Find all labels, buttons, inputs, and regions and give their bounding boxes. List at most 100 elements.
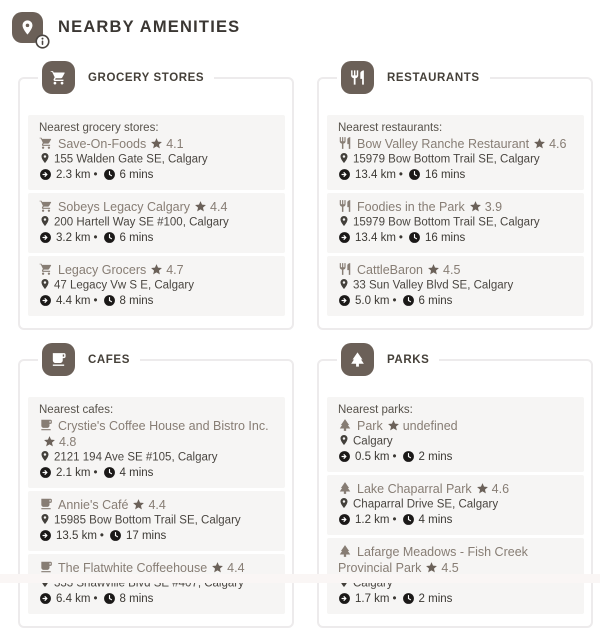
map-pin-icon [12, 11, 43, 43]
distance-arrow-icon [39, 231, 52, 244]
entry-list-intro: Nearest cafes: [39, 404, 114, 416]
list-item: Sobeys Legacy Calgary 4.4 200 Hartell Way… [28, 193, 285, 253]
entry-address: 2121 194 Ave SE #105, Calgary [54, 451, 218, 464]
entry-distance: 2.1 km [56, 467, 91, 479]
page-title: NEARBY AMENITIES [58, 17, 241, 36]
location-pin-icon [39, 450, 51, 462]
entry-name: Crystie's Coffee House and Bistro Inc. [58, 419, 269, 433]
entry-distance: 13.5 km [56, 530, 97, 542]
entry-meta-line: 4.4 km • 8 mins [39, 293, 274, 309]
entry-address: Calgary [353, 435, 393, 448]
entry-distance: 13.4 km [355, 169, 396, 181]
entry-address-line: 47 Legacy Vw S E, Calgary [39, 278, 274, 293]
star-icon [427, 263, 440, 276]
list-item: Nearest grocery stores: Save-On-Foods 4.1… [28, 115, 285, 190]
entry-duration: 16 mins [424, 232, 466, 244]
location-pin-icon [39, 152, 51, 164]
page-bottom-strip [0, 574, 600, 583]
entry-rating: 4.4 [210, 200, 228, 214]
list-item: Nearest restaurants: Bow Valley Ranche R… [327, 115, 584, 190]
coffee-cup-icon [42, 343, 75, 376]
entry-distance: 1.7 km [355, 593, 390, 605]
list-item: Annie's Café 4.4 15985 Bow Bottom Trail S… [28, 491, 285, 551]
list-item: Legacy Grocers 4.7 47 Legacy Vw S E, Calg… [28, 256, 285, 316]
list-item: Nearest cafes: Crystie's Coffee House an… [28, 397, 285, 488]
entry-rating: undefined [402, 419, 458, 433]
distance-arrow-icon [39, 529, 52, 542]
star-icon [211, 561, 224, 574]
tree-icon [341, 343, 374, 376]
meta-separator: • [93, 232, 98, 244]
coffee-cup-icon [39, 560, 53, 574]
card-title: RESTAURANTS [387, 71, 480, 84]
entry-meta-line: 3.2 km • 6 mins [39, 230, 274, 246]
distance-arrow-icon [338, 450, 351, 463]
entry-address: 15985 Bow Bottom Trail SE, Calgary [54, 514, 241, 527]
distance-arrow-icon [338, 513, 351, 526]
list-item: Lake Chaparral Park 4.6 Chaparral Drive S… [327, 475, 584, 535]
entry-name-line: Bow Valley Ranche Restaurant 4.6 [338, 136, 573, 152]
page-header: NEARBY AMENITIES [0, 0, 600, 45]
cart-icon [39, 262, 53, 276]
location-pin-icon [39, 215, 51, 227]
entry-rating: 4.4 [227, 561, 245, 575]
tree-icon [338, 544, 352, 558]
location-pin-icon [338, 497, 350, 509]
coffee-cup-icon [39, 418, 53, 432]
entry-name: CattleBaron [357, 263, 424, 277]
info-icon[interactable] [35, 34, 50, 49]
entry-duration: 4 mins [418, 514, 453, 526]
entry-distance: 2.3 km [56, 169, 91, 181]
card-header: CAFES [38, 343, 140, 376]
entry-rating: 4.4 [148, 498, 166, 512]
clock-icon [408, 231, 421, 244]
entry-distance: 3.2 km [56, 232, 91, 244]
map-pin-glyph [19, 19, 36, 36]
entry-rating: 4.8 [59, 435, 77, 449]
cart-icon [39, 136, 53, 150]
star-icon [43, 435, 56, 448]
entry-address-line: Chaparral Drive SE, Calgary [338, 497, 573, 512]
coffee-cup-icon [39, 497, 53, 511]
entry-name: Annie's Café [58, 498, 129, 512]
distance-arrow-icon [338, 592, 351, 605]
entry-address-line: Calgary [338, 434, 573, 449]
entry-duration: 2 mins [418, 451, 453, 463]
clock-icon [103, 231, 116, 244]
entry-name-line: Lake Chaparral Park 4.6 [338, 481, 573, 497]
distance-arrow-icon [338, 294, 351, 307]
clock-icon [402, 294, 415, 307]
entry-address: 200 Hartell Way SE #100, Calgary [54, 216, 229, 229]
entry-address-line: 15985 Bow Bottom Trail SE, Calgary [39, 513, 274, 528]
entry-name-line: Park undefined [338, 418, 573, 434]
meta-separator: • [398, 232, 403, 244]
entry-name: Foodies in the Park [357, 200, 465, 214]
card-header: RESTAURANTS [337, 61, 490, 94]
entry-meta-line: 0.5 km • 2 mins [338, 449, 573, 465]
entry-name-line: Foodies in the Park 3.9 [338, 199, 573, 215]
location-pin-icon [338, 215, 350, 227]
star-icon [469, 200, 482, 213]
clock-icon [402, 592, 415, 605]
card-header: PARKS [337, 343, 439, 376]
entry-address: 47 Legacy Vw S E, Calgary [54, 279, 194, 292]
entry-name-line: The Flatwhite Coffeehouse 4.4 [39, 560, 274, 576]
location-pin-icon [39, 278, 51, 290]
meta-separator: • [392, 451, 397, 463]
star-icon [425, 561, 438, 574]
location-pin-icon [39, 513, 51, 525]
card-title: PARKS [387, 353, 430, 366]
entry-meta-line: 2.1 km • 4 mins [39, 465, 274, 481]
tree-icon [338, 481, 352, 495]
star-icon [150, 137, 163, 150]
entry-rating: 4.7 [166, 263, 184, 277]
utensils-icon [338, 136, 352, 150]
entry-address-line: 15979 Bow Bottom Trail SE, Calgary [338, 215, 573, 230]
star-icon [533, 137, 546, 150]
entry-name: Save-On-Foods [58, 137, 147, 151]
entry-rating: 4.1 [166, 137, 184, 151]
card-title: GROCERY STORES [88, 71, 205, 84]
entry-address: 155 Walden Gate SE, Calgary [54, 153, 208, 166]
entry-duration: 8 mins [119, 593, 154, 605]
clock-icon [109, 529, 122, 542]
